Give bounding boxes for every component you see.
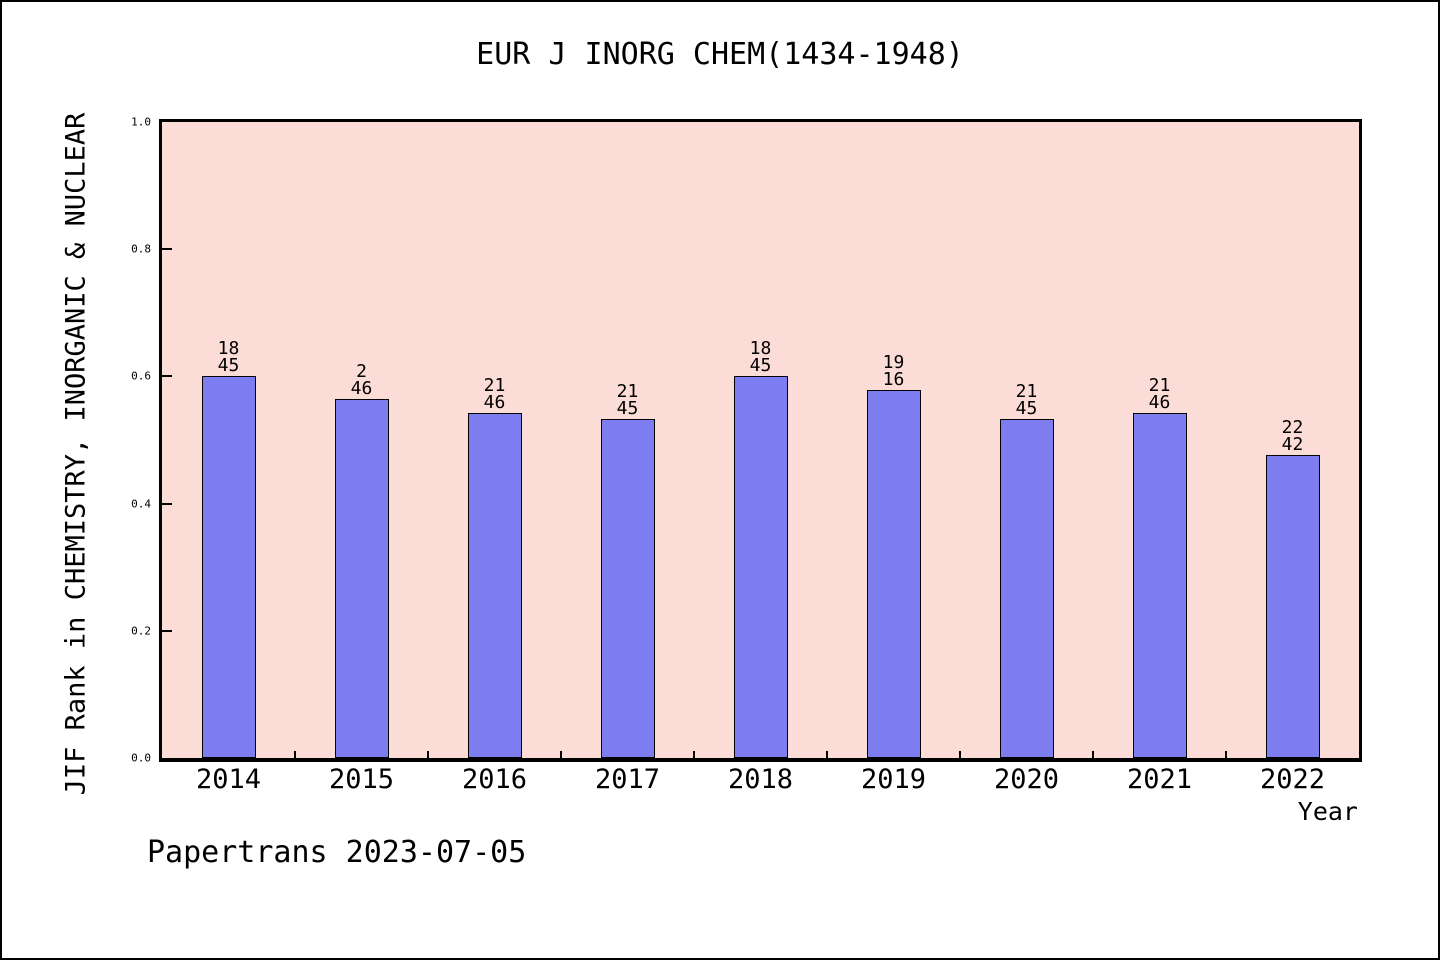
y-axis-tick: [162, 248, 172, 251]
bar-label-2019: 19 16: [882, 352, 905, 390]
bar-label-2021: 21 46: [1148, 375, 1171, 413]
bar-label-total: 45: [1015, 398, 1038, 419]
y-tick-label-0.6: 0.6: [131, 369, 151, 383]
bar-2020: [999, 419, 1054, 758]
bar-label-2014: 18 45: [217, 338, 240, 376]
bar-2019: [866, 390, 921, 758]
bar-label-2015: 2 46: [350, 361, 373, 399]
x-tick-label-2016: 2016: [461, 764, 528, 795]
y-axis-tick: [162, 629, 172, 632]
x-tick-label-2014: 2014: [195, 764, 262, 795]
bar-label-total: 16: [882, 369, 905, 390]
x-axis-tick: [294, 751, 296, 758]
y-tick-label-0.0: 0.0: [131, 751, 151, 765]
bar-label-2018: 18 45: [749, 338, 772, 376]
bar-label-rank: 21: [483, 375, 506, 396]
bar-label-rank: 18: [217, 338, 240, 359]
y-tick-label-0.2: 0.2: [131, 624, 151, 638]
x-axis-tick: [427, 751, 429, 758]
plot-area: 18 45 2 46 21 46 21 45 18 45 19 16 21 45 21 46 22 42: [159, 119, 1362, 762]
x-tick-label-2022: 2022: [1259, 764, 1326, 795]
bar-label-rank: 21: [616, 381, 639, 402]
y-tick-label-0.8: 0.8: [131, 242, 151, 256]
x-tick-label-2015: 2015: [328, 764, 395, 795]
bar-label-rank: 21: [1015, 381, 1038, 402]
x-axis-tick: [560, 751, 562, 758]
bar-label-2022: 22 42: [1281, 417, 1304, 455]
x-tick-label-2021: 2021: [1126, 764, 1193, 795]
x-tick-label-2017: 2017: [594, 764, 661, 795]
bar-2017: [600, 419, 655, 758]
bar-label-rank: 2: [356, 361, 367, 382]
y-axis-tick: [162, 375, 172, 378]
y-axis-tick: [162, 502, 172, 505]
x-axis-tick: [826, 751, 828, 758]
bar-2022: [1265, 455, 1320, 758]
x-tick-label-2020: 2020: [993, 764, 1060, 795]
bar-label-total: 45: [749, 355, 772, 376]
watermark-text: Papertrans 2023-07-05: [147, 835, 527, 870]
bar-label-rank: 18: [749, 338, 772, 359]
bar-label-total: 46: [1148, 392, 1171, 413]
bar-label-rank: 22: [1281, 417, 1304, 438]
x-tick-label-2019: 2019: [860, 764, 927, 795]
y-tick-label-1.0: 1.0: [131, 115, 151, 129]
chart-title: EUR J INORG CHEM(1434-1948): [476, 37, 964, 72]
bar-label-total: 45: [217, 355, 240, 376]
x-axis-tick-labels: 2014 2015 2016 2017 2018 2019 2020 2021 2022: [162, 766, 1359, 796]
bar-label-rank: 19: [882, 352, 905, 373]
bar-label-2016: 21 46: [483, 375, 506, 413]
bar-2018: [733, 376, 788, 758]
bar-label-2020: 21 45: [1015, 381, 1038, 419]
bar-label-total: 46: [483, 392, 506, 413]
bar-2015: [334, 399, 389, 758]
y-tick-label-0.4: 0.4: [131, 497, 151, 511]
y-axis-tick-labels: 0.0 0.2 0.4 0.6 0.8 1.0: [2, 117, 155, 764]
bar-label-total: 42: [1281, 434, 1304, 455]
x-axis-tick: [959, 751, 961, 758]
bar-2016: [467, 413, 522, 758]
bar-2021: [1132, 413, 1187, 758]
bar-label-total: 46: [350, 378, 373, 399]
x-tick-label-2018: 2018: [727, 764, 794, 795]
x-axis-title: Year: [1297, 797, 1358, 826]
bar-label-total: 45: [616, 398, 639, 419]
bar-label-rank: 21: [1148, 375, 1171, 396]
x-axis-tick: [1092, 751, 1094, 758]
x-axis-tick: [1225, 751, 1227, 758]
bar-label-2017: 21 45: [616, 381, 639, 419]
x-axis-tick: [693, 751, 695, 758]
bar-2014: [201, 376, 256, 758]
